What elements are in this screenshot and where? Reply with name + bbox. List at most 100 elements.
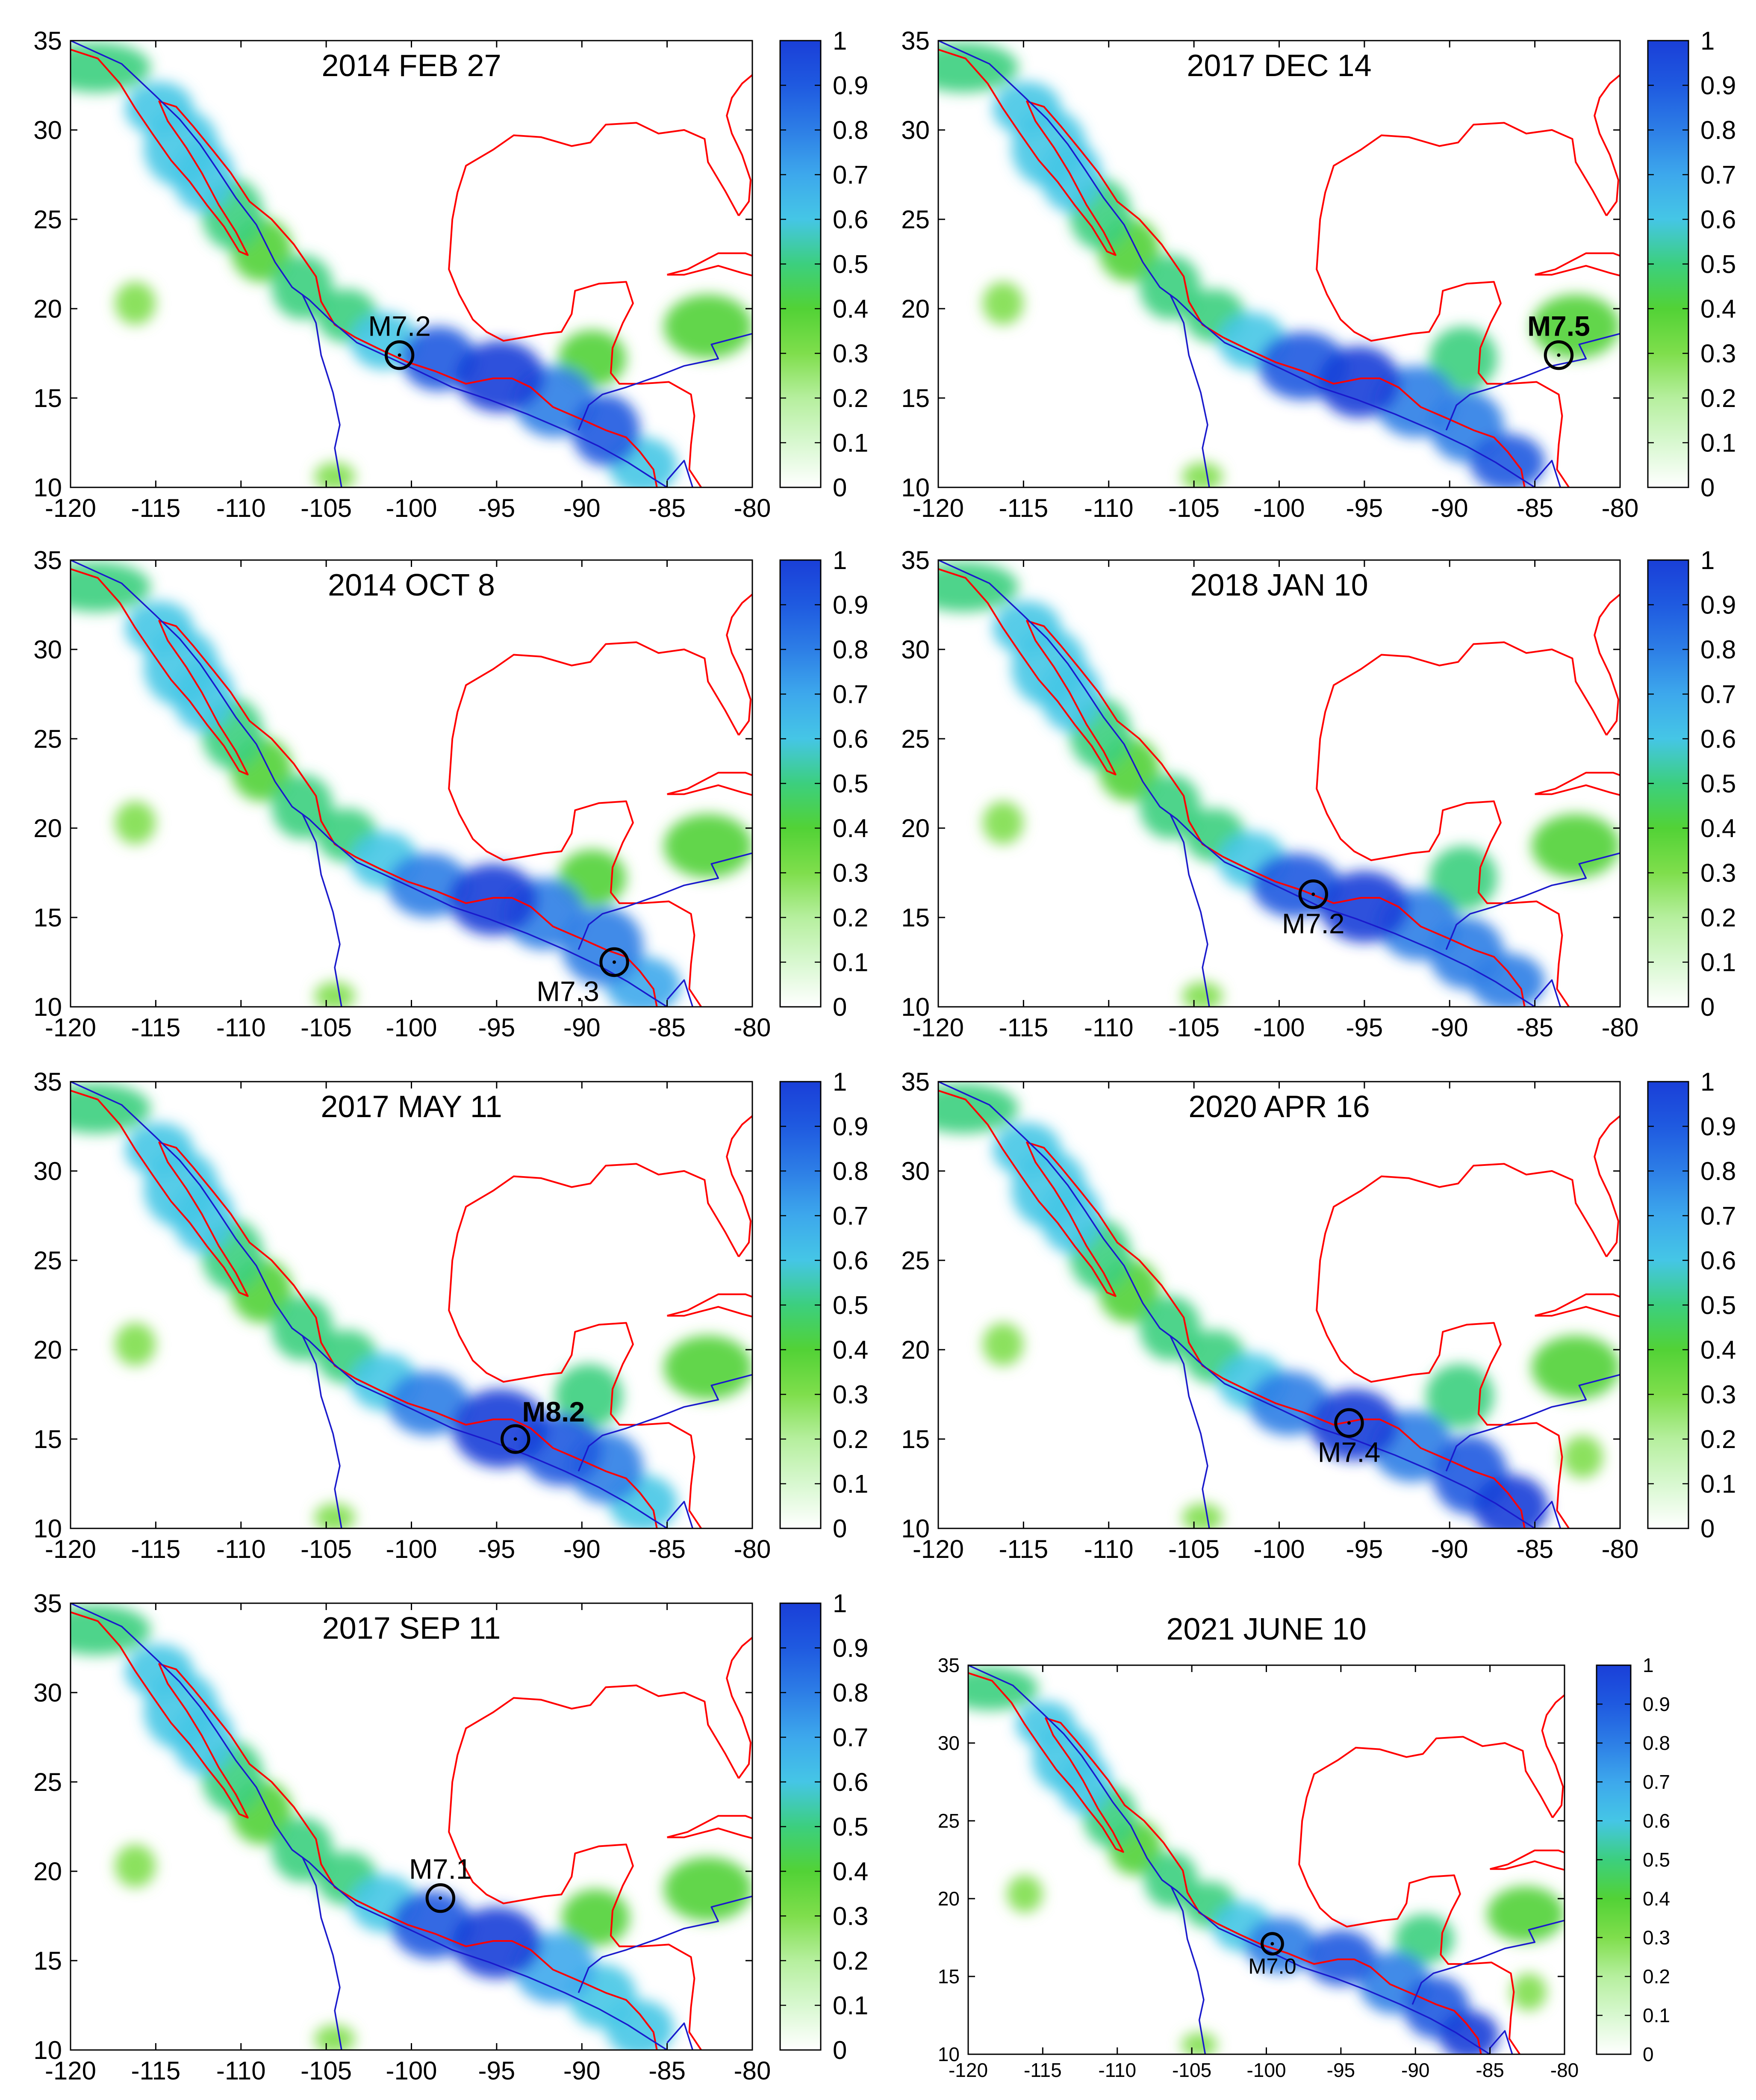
y-tick-label: 25 <box>901 725 930 753</box>
colorbar-scale <box>779 40 822 488</box>
plate-boundary <box>1169 294 1210 487</box>
plate-boundary <box>71 1603 668 2050</box>
colorbar-tick-label: 0.7 <box>833 161 868 189</box>
colorbar-tick-label: 0.7 <box>1700 161 1736 189</box>
colorbar-tick-label: 0.3 <box>1700 1380 1736 1409</box>
colorbar-tick-label: 0.9 <box>1700 71 1736 100</box>
map-panel-4: -120 -115 -110 -105 -100 -95 -90 -85 -8010152025… <box>901 546 1736 1042</box>
colorbar-tick-label: 0.4 <box>833 1336 868 1364</box>
y-tick-label: 30 <box>33 116 62 145</box>
coastline <box>667 1815 752 1839</box>
y-tick-label: 25 <box>901 205 930 234</box>
probability-blob <box>115 1323 156 1366</box>
coastline <box>448 122 740 487</box>
colorbar-tick-label: 1 <box>833 27 847 55</box>
colorbar-tick-label: 0.6 <box>1700 205 1736 234</box>
x-tick-label: -120 <box>45 1013 96 1042</box>
colorbar-tick-label: 1 <box>1700 546 1715 575</box>
plate-boundary <box>577 852 752 950</box>
colorbar-tick-label: 0.7 <box>1700 1202 1736 1230</box>
colorbar-tick-label: 0.8 <box>833 1678 868 1707</box>
colorbar-tick-label: 0.3 <box>833 1380 868 1409</box>
epicenter-dot <box>613 960 616 964</box>
y-tick-label: 30 <box>938 1732 960 1754</box>
colorbar-scale <box>1647 559 1689 1008</box>
x-tick-label: -110 <box>216 1535 266 1563</box>
colorbar: 0 0.1 0.2 0.3 0.4 0.5 0.6 0.7 0.8 0.9 1 <box>1647 1068 1736 1543</box>
plate-boundary <box>666 1501 694 1528</box>
colorbar-tick-label: 0.2 <box>1700 1425 1736 1454</box>
x-tick-label: -85 <box>1476 2059 1504 2081</box>
colorbar-tick-label: 0.9 <box>1700 1112 1736 1141</box>
y-tick-label: 10 <box>33 993 62 1021</box>
colorbar-tick-label: 0.1 <box>1643 2004 1670 2026</box>
probability-blob <box>71 42 151 93</box>
colorbar-tick-label: 0 <box>833 2036 847 2065</box>
y-tick-label: 10 <box>901 1514 930 1543</box>
probability-field <box>938 42 1620 487</box>
probability-blob <box>314 1503 355 1528</box>
y-tick-label: 15 <box>901 1425 930 1454</box>
probability-blob <box>663 294 752 359</box>
probability-blob <box>1487 1886 1564 1942</box>
probability-blob <box>1011 1149 1087 1228</box>
coastline <box>1298 1736 1553 2054</box>
coastline <box>1594 593 1620 736</box>
y-tick-label: 15 <box>901 903 930 932</box>
probability-field <box>71 42 752 487</box>
probability-blob <box>1181 2032 1217 2054</box>
x-tick-label: -95 <box>478 1535 516 1563</box>
probability-blob <box>1032 1724 1098 1793</box>
colorbar-tick-label: 0 <box>1643 2043 1654 2065</box>
probability-blob <box>1305 1929 1377 1986</box>
epicenter-dot <box>1347 1421 1351 1425</box>
x-tick-label: -95 <box>1327 2059 1355 2081</box>
probability-blob <box>1531 1335 1620 1400</box>
colorbar: 0 0.1 0.2 0.3 0.4 0.5 0.6 0.7 0.8 0.9 1 <box>1647 27 1736 502</box>
x-tick-label: -115 <box>131 1535 181 1563</box>
epicenter-dot <box>1270 1942 1274 1946</box>
plate-boundary <box>1445 333 1620 431</box>
colorbar-tick-label: 0 <box>833 473 847 502</box>
colorbar-tick-label: 0.5 <box>833 1813 868 1841</box>
coastline <box>71 1089 658 1528</box>
colorbar-tick-label: 0 <box>833 1514 847 1543</box>
colorbar-tick-label: 0.1 <box>833 1991 868 2020</box>
probability-blob <box>938 562 1019 612</box>
coastline <box>1541 1694 1564 1818</box>
y-tick-label: 30 <box>33 1157 62 1186</box>
panel-grid: -120 -115 -110 -105 -100 -95 -90 -85 -8010152025… <box>33 27 1736 2085</box>
y-tick-label: 15 <box>33 903 62 932</box>
colorbar-tick-label: 0.8 <box>833 1157 868 1186</box>
epicenter-dot <box>1311 892 1315 896</box>
colorbar-tick-label: 0.4 <box>1700 295 1736 323</box>
x-tick-label: -95 <box>478 1013 516 1042</box>
probability-field <box>938 562 1620 1007</box>
y-tick-label: 30 <box>901 116 930 145</box>
x-tick-label: -90 <box>563 1535 601 1563</box>
plate-boundary <box>1489 2030 1513 2054</box>
colorbar-tick-label: 0.9 <box>1700 591 1736 619</box>
colorbar-tick-label: 0.1 <box>1700 948 1736 977</box>
magnitude-label: M7.1 <box>409 1853 472 1885</box>
x-tick-label: -95 <box>478 494 516 522</box>
coastline <box>968 1672 1482 2054</box>
colorbar: 0 0.1 0.2 0.3 0.4 0.5 0.6 0.7 0.8 0.9 1 <box>779 546 868 1021</box>
colorbar-scale <box>1647 40 1689 488</box>
x-tick-label: -90 <box>563 1013 601 1042</box>
magnitude-label: M7.4 <box>1318 1436 1381 1468</box>
coastline <box>726 1636 752 1779</box>
plate-boundary <box>1411 1920 1564 2005</box>
colorbar-tick-label: 0.2 <box>833 1425 868 1454</box>
plate-boundary <box>938 1082 1535 1528</box>
coastline <box>667 1293 752 1318</box>
plate-boundary <box>577 1374 752 1472</box>
probability-field <box>71 1605 752 2050</box>
panel-title: 2017 MAY 11 <box>321 1090 502 1124</box>
x-tick-label: -120 <box>45 494 96 522</box>
y-tick-label: 30 <box>901 635 930 664</box>
colorbar-tick-label: 0.3 <box>1700 859 1736 888</box>
probability-blob <box>663 1857 752 1921</box>
colorbar-tick-label: 0 <box>1700 993 1715 1021</box>
